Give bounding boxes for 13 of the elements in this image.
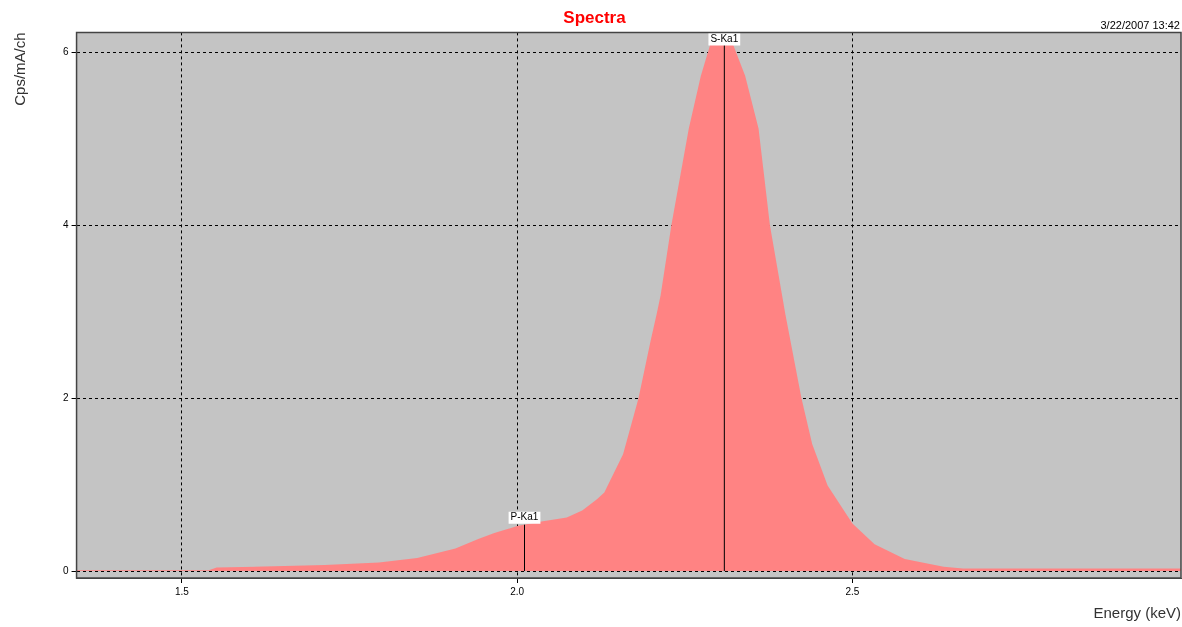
y-tick-label: 4 (63, 218, 69, 230)
y-tick-label: 2 (63, 391, 69, 403)
x-axis-title: Energy (keV) (1093, 604, 1181, 622)
ref-line-label: S-Ka1 (710, 33, 739, 45)
x-tick-label: 1.5 (174, 585, 190, 597)
chart-title: Spectra (563, 7, 627, 27)
y-axis-title: Cps/mA/ch (11, 32, 29, 106)
x-tick-label: 2.0 (510, 585, 525, 597)
ref-line-label: P-Ka1 (510, 511, 539, 523)
text: 3/22/2007 13:42 (1100, 19, 1180, 31)
y-tick-label: 6 (63, 46, 69, 58)
y-tick-label: 0 (63, 564, 69, 576)
x-tick-label: 2.5 (845, 585, 860, 597)
